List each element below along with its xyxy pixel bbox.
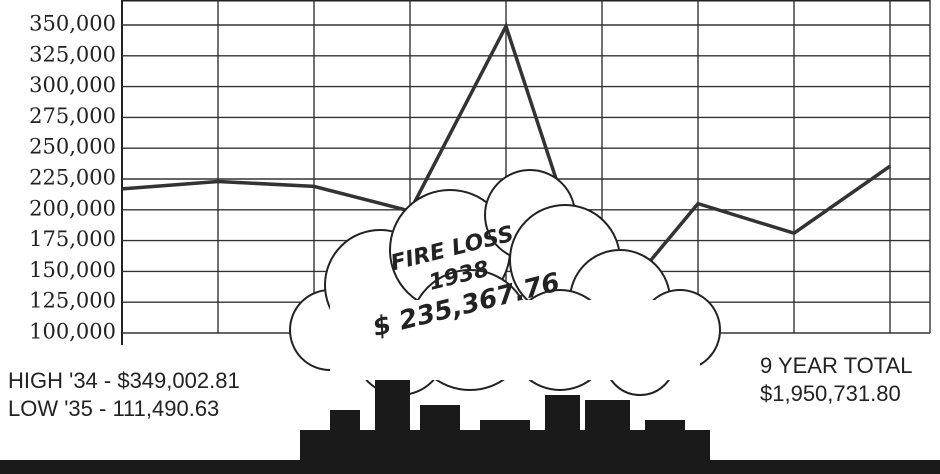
total-title: 9 YEAR TOTAL <box>760 353 912 378</box>
y-tick-label: 125,000 <box>29 289 116 313</box>
chart: 100,000 125,000 150,000 175,000 200,000 225,0… <box>0 0 940 474</box>
y-tick-label: 300,000 <box>29 73 116 97</box>
y-tick-label: 350,000 <box>29 12 116 36</box>
bottom-bar <box>0 460 940 474</box>
y-tick-label: 100,000 <box>29 320 116 344</box>
high-note: HIGH '34 - $349,002.81 <box>8 368 240 393</box>
y-tick-label: 225,000 <box>29 166 116 190</box>
y-tick-label: 250,000 <box>29 135 116 159</box>
y-tick-label: 200,000 <box>29 196 116 220</box>
y-tick-label: 275,000 <box>29 104 116 128</box>
y-tick-label: 150,000 <box>29 258 116 282</box>
y-tick-label: 325,000 <box>29 42 116 66</box>
y-tick-label: 175,000 <box>29 227 116 251</box>
low-note: LOW '35 - 111,490.63 <box>8 396 219 421</box>
total-amount: $1,950,731.80 <box>760 381 901 406</box>
